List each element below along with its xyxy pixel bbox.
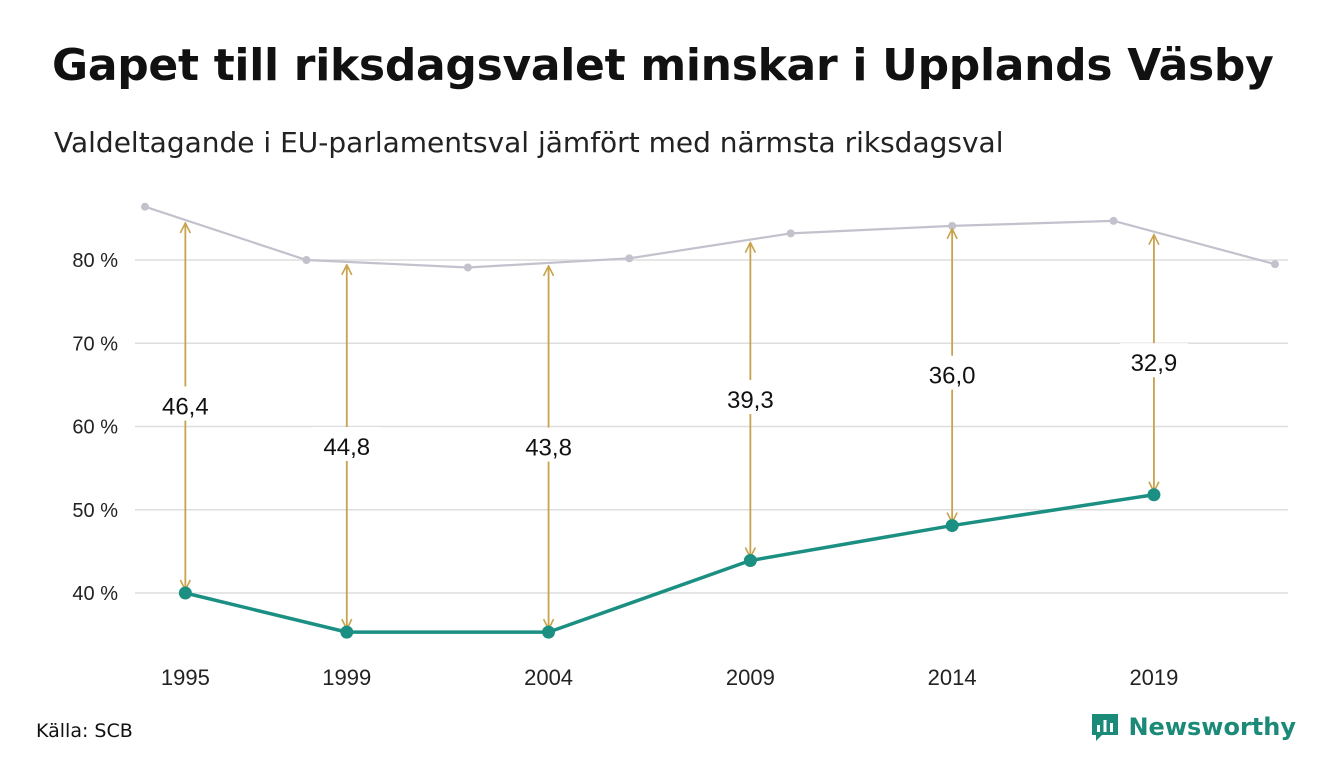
eu-series-line — [184, 493, 1155, 634]
x-tick-label: 2014 — [928, 665, 977, 690]
gap-label: 32,9 — [1131, 350, 1178, 377]
gap-label: 36,0 — [929, 363, 976, 390]
riksdag-series-line — [144, 205, 1276, 269]
eu-point — [945, 519, 959, 533]
eu-point — [178, 586, 192, 600]
gap-label: 43,8 — [525, 435, 572, 462]
gap-label-bg — [151, 386, 220, 421]
x-tick-label: 1999 — [322, 665, 371, 690]
riksdag-point — [948, 221, 957, 230]
y-tick-label: 40 % — [72, 583, 118, 605]
gap-label: 44,8 — [323, 434, 370, 461]
x-tick-label: 1995 — [161, 665, 210, 690]
source-note: Källa: SCB — [36, 720, 133, 742]
y-tick-label: 60 % — [72, 417, 118, 439]
riksdag-point — [1271, 260, 1279, 269]
chart-subtitle: Valdeltagande i EU-parlamentsval jämfört… — [54, 126, 1004, 159]
eu-point — [1147, 488, 1161, 502]
riksdag-point — [302, 256, 311, 264]
x-tick-label: 2009 — [726, 665, 775, 690]
chart-title: Gapet till riksdagsvalet minskar i Uppla… — [52, 40, 1274, 91]
riksdag-point — [625, 254, 634, 263]
eu-point — [542, 625, 556, 639]
gap-label-bg — [312, 427, 381, 462]
x-tick-label: 2019 — [1129, 665, 1178, 690]
x-tick-label: 2004 — [524, 665, 573, 690]
brand-logo[interactable]: Newsworthy — [1090, 712, 1296, 742]
eu-point — [340, 625, 354, 639]
gap-label-bg — [716, 380, 785, 415]
gap-label: 39,3 — [727, 387, 774, 414]
riksdag-point — [1109, 216, 1118, 225]
riksdag-point — [463, 263, 472, 272]
y-tick-label: 50 % — [72, 500, 118, 522]
gap-label: 46,4 — [162, 394, 209, 421]
gap-label-bg — [918, 355, 987, 390]
riksdag-point — [141, 202, 149, 211]
newsworthy-icon — [1092, 714, 1119, 741]
gap-label-bg — [1119, 343, 1188, 378]
eu-point — [743, 554, 757, 568]
brand-name: Newsworthy — [1128, 713, 1296, 741]
y-tick-label: 80 % — [72, 250, 118, 272]
gap-label-bg — [514, 427, 583, 462]
riksdag-point — [786, 229, 795, 238]
y-tick-label: 70 % — [72, 333, 118, 355]
